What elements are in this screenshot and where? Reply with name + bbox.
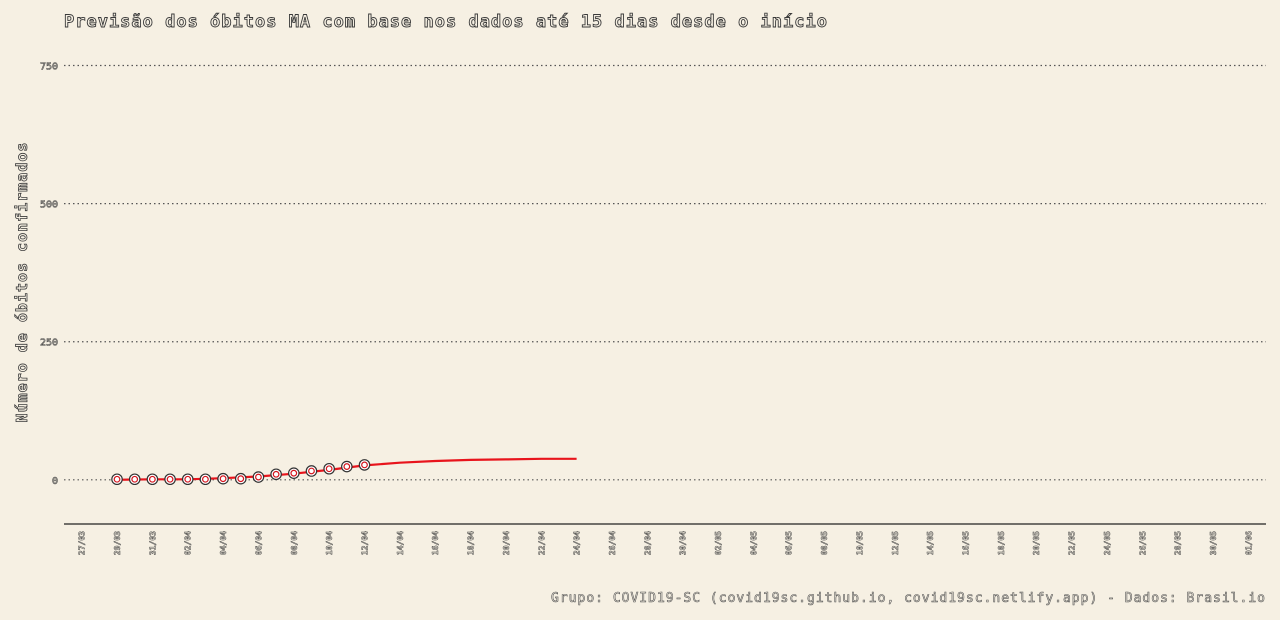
data-point [234, 472, 247, 485]
series-layer [111, 457, 577, 486]
data-point [341, 460, 353, 473]
x-tick-label: 18/04 [467, 531, 476, 555]
data-point [128, 473, 141, 486]
x-tick-label: 24/05 [1103, 531, 1112, 555]
x-tick-label: 06/05 [785, 531, 794, 555]
x-tick-label: 31/03 [148, 531, 157, 555]
x-tick-label: 14/05 [926, 531, 935, 555]
x-tick-label: 16/04 [431, 531, 440, 555]
data-point [111, 473, 123, 486]
x-tick-label: 18/05 [997, 531, 1006, 555]
data-point [323, 462, 335, 475]
x-tick-label: 30/05 [1209, 531, 1218, 555]
x-tick-label: 29/03 [113, 531, 122, 555]
x-tick-label: 30/04 [679, 531, 688, 555]
x-tick-label: 27/03 [78, 531, 87, 555]
x-tick-label: 04/05 [749, 531, 758, 555]
x-tick-label: 12/04 [361, 531, 370, 555]
data-point [217, 472, 229, 485]
data-point [199, 473, 212, 486]
data-point [305, 465, 318, 477]
y-tick-labels: 0 250 500 750 [40, 61, 59, 487]
x-tick-label: 26/05 [1138, 531, 1147, 555]
x-tick-label: 02/04 [184, 531, 193, 555]
data-point [181, 473, 194, 486]
x-tick-labels: 27/03 29/03 31/03 02/04 04/04 06/04 08/04 10/04… [77, 531, 1253, 556]
x-tick-label: 08/04 [290, 531, 299, 555]
y-tick-label: 250 [40, 338, 58, 349]
x-tick-label: 12/05 [891, 531, 900, 555]
y-tick-label: 0 [52, 476, 58, 487]
y-tick-label: 500 [40, 200, 58, 211]
x-tick-label: 20/05 [1032, 531, 1041, 555]
x-tick-label: 10/05 [855, 531, 864, 555]
x-tick-label: 08/05 [820, 531, 829, 555]
data-point [358, 459, 371, 471]
x-tick-label: 01/06 [1244, 531, 1253, 555]
x-tick-label: 22/04 [537, 531, 546, 555]
data-point [252, 471, 265, 483]
x-tick-label: 10/04 [325, 531, 334, 555]
x-tick-label: 22/05 [1068, 531, 1077, 555]
y-axis-label: Número de óbitos confirmados [13, 142, 31, 423]
x-tick-label: 04/04 [219, 531, 228, 555]
x-tick-label: 28/04 [643, 531, 652, 555]
x-tick-label: 24/04 [573, 531, 582, 555]
x-tick-label: 02/05 [714, 531, 723, 555]
x-tick-label: 14/04 [396, 531, 405, 555]
data-point [164, 473, 176, 486]
grid-lines [64, 64, 1266, 481]
data-point [270, 468, 282, 481]
chart-title: Previsão dos óbitos MA com base nos dado… [64, 12, 828, 32]
data-point [146, 473, 159, 486]
x-tick-label: 20/04 [502, 531, 511, 555]
chart-caption: Grupo: COVID19-SC (covid19sc.github.io, … [551, 591, 1266, 606]
x-tick-label: 16/05 [962, 531, 971, 555]
y-tick-label: 750 [40, 62, 58, 73]
data-point [287, 467, 300, 479]
x-tick-label: 26/04 [608, 531, 617, 555]
x-tick-label: 28/05 [1174, 531, 1183, 555]
x-tick-label: 06/04 [254, 531, 263, 555]
